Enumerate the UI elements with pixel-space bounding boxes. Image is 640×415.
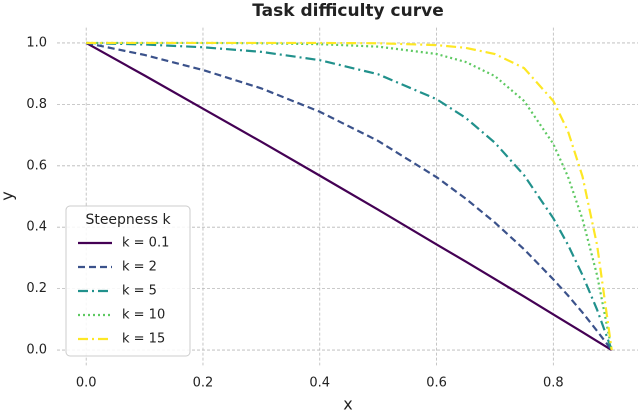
series-line <box>86 41 613 351</box>
legend-label: k = 2 <box>122 260 157 275</box>
y-axis-label: y <box>0 191 17 200</box>
legend-label: k = 15 <box>122 332 165 347</box>
legend-label: k = 0.1 <box>122 236 169 251</box>
legend-title: Steepness k <box>85 212 171 228</box>
y-tick-label: 0.2 <box>26 281 47 296</box>
x-tick-label: 0.4 <box>309 376 330 391</box>
x-tick-label: 0.8 <box>543 376 564 391</box>
y-tick-label: 0.4 <box>26 220 47 235</box>
chart-title: Task difficulty curve <box>252 1 443 21</box>
x-axis-label: x <box>343 395 352 414</box>
series-line <box>85 41 613 351</box>
legend-label: k = 5 <box>122 284 157 299</box>
x-tick-label: 0.6 <box>426 376 447 391</box>
y-tick-label: 0.8 <box>26 97 47 112</box>
x-tick-label: 0.2 <box>193 376 214 391</box>
y-tick-label: 1.0 <box>26 35 47 50</box>
y-tick-label: 0.0 <box>26 343 47 358</box>
x-tick-label: 0.0 <box>76 376 97 391</box>
y-tick-label: 0.6 <box>26 158 47 173</box>
legend-label: k = 10 <box>122 308 165 323</box>
